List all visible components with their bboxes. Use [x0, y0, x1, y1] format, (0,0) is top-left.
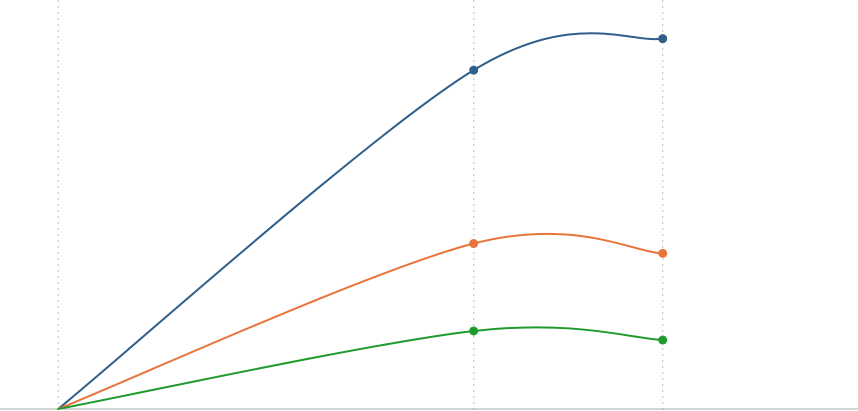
- series-1: [57, 232, 668, 410]
- series-2-point-1: [469, 326, 479, 336]
- series-1-point-1: [469, 239, 479, 249]
- series-0-point-2: [658, 34, 668, 44]
- series-2-point-2: [658, 335, 668, 345]
- series-line-2: [57, 326, 664, 410]
- series-2: [57, 326, 668, 410]
- series-0-point-1: [469, 65, 479, 75]
- series-line-0: [57, 32, 664, 410]
- series-0: [57, 32, 668, 410]
- series-1-point-2: [658, 248, 668, 258]
- series-line-1: [57, 232, 664, 410]
- series-layer: [57, 32, 668, 410]
